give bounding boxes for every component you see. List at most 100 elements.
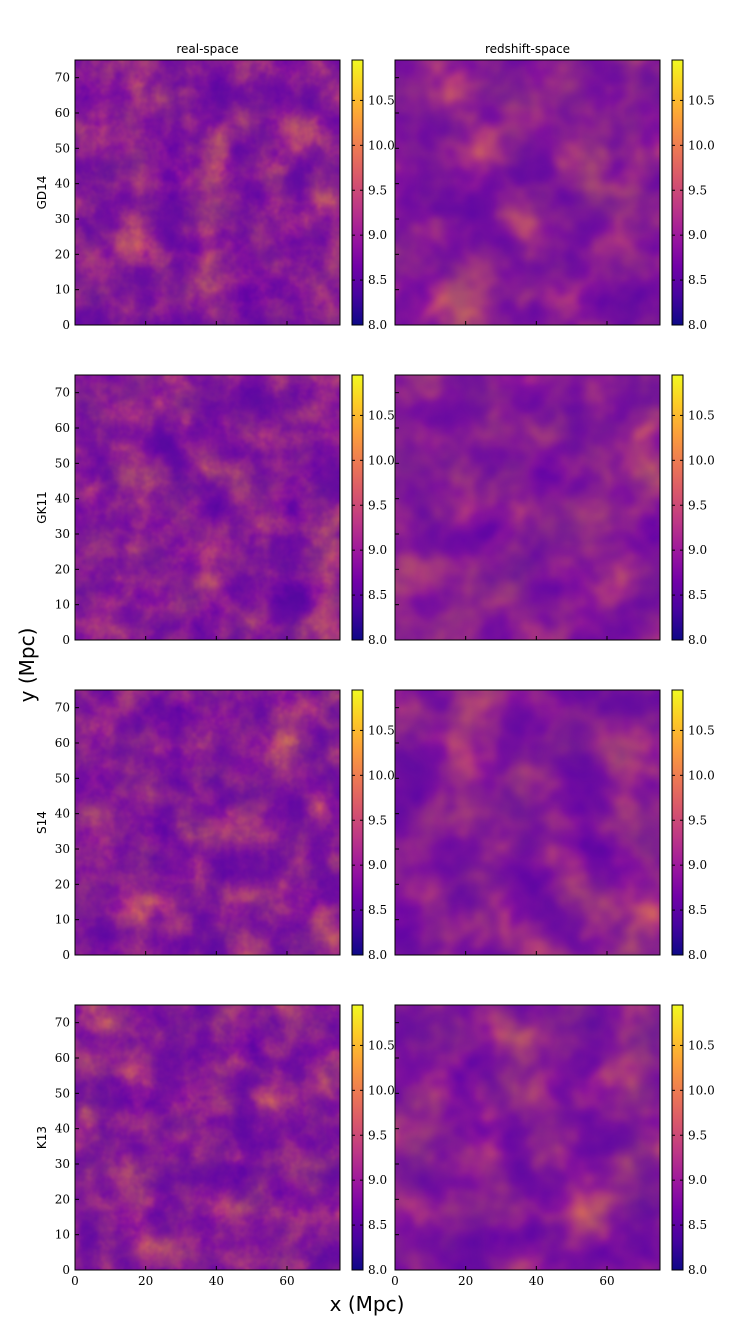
colorbar-tick-label: 8.5 bbox=[368, 588, 387, 602]
colorbar-bar bbox=[671, 374, 684, 641]
y-tick-label: 70 bbox=[55, 701, 70, 715]
colorbar-tick-label: 9.5 bbox=[688, 1128, 707, 1142]
colorbar-tick-label: 8.0 bbox=[688, 1263, 707, 1277]
colorbar-tick-label: 10.5 bbox=[368, 408, 395, 422]
colorbar-tick-label: 8.0 bbox=[688, 633, 707, 647]
y-tick-label: 70 bbox=[55, 1016, 70, 1030]
colorbar-tick-label: 8.5 bbox=[368, 273, 387, 287]
panel-k13-real-space: 0 20 40 60 0 10 20 30 40 50 60 70 K13 8.0 8.5 9.0 9.5 10.… bbox=[35, 1004, 395, 1288]
colorbar-bar bbox=[671, 1004, 684, 1271]
y-tick-label: 10 bbox=[55, 283, 70, 297]
heatmap-texture bbox=[395, 375, 660, 640]
y-tick-label: 20 bbox=[55, 562, 70, 576]
panel-s14-redshift-space: 8.0 8.5 9.0 9.5 10.0 10.5 bbox=[394, 689, 715, 962]
heatmap-texture bbox=[75, 375, 340, 640]
colorbar: 8.0 8.5 9.0 9.5 10.0 10.5 bbox=[351, 689, 395, 962]
x-tick-label: 20 bbox=[458, 1274, 473, 1288]
colorbar-bar bbox=[351, 59, 364, 326]
x-tick-label: 40 bbox=[529, 1274, 544, 1288]
colorbar-tick-label: 9.0 bbox=[368, 858, 387, 872]
y-tick-label: 60 bbox=[55, 736, 70, 750]
colorbar-tick-label: 9.5 bbox=[688, 183, 707, 197]
x-tick-label: 0 bbox=[71, 1274, 79, 1288]
y-tick-label: 20 bbox=[55, 1192, 70, 1206]
heatmap-texture bbox=[75, 60, 340, 325]
colorbar-tick-label: 10.5 bbox=[688, 723, 715, 737]
colorbar-tick-label: 8.5 bbox=[688, 903, 707, 917]
colorbar-tick-label: 9.0 bbox=[688, 228, 707, 242]
y-tick-label: 50 bbox=[55, 456, 70, 470]
y-tick-label: 20 bbox=[55, 247, 70, 261]
colorbar-bar bbox=[351, 1004, 364, 1271]
colorbar-tick-label: 9.0 bbox=[688, 543, 707, 557]
colorbar-tick-label: 10.0 bbox=[368, 1083, 395, 1097]
y-tick-label: 20 bbox=[55, 877, 70, 891]
colorbar: 8.0 8.5 9.0 9.5 10.0 10.5 bbox=[671, 1004, 715, 1277]
colorbar-bar bbox=[671, 59, 684, 326]
colorbar: 8.0 8.5 9.0 9.5 10.0 10.5 bbox=[671, 689, 715, 962]
colorbar: 8.0 8.5 9.0 9.5 10.0 10.5 bbox=[351, 59, 395, 332]
colorbar-tick-label: 9.0 bbox=[688, 858, 707, 872]
colorbar-tick-label: 10.5 bbox=[368, 1038, 395, 1052]
colorbar-tick-label: 9.0 bbox=[368, 228, 387, 242]
colorbar-tick-label: 9.5 bbox=[368, 183, 387, 197]
colorbar-tick-label: 8.0 bbox=[688, 318, 707, 332]
x-tick-label: 60 bbox=[279, 1274, 294, 1288]
colorbar-tick-label: 8.0 bbox=[688, 948, 707, 962]
colorbar-tick-label: 9.0 bbox=[688, 1173, 707, 1187]
colorbar-tick-label: 8.0 bbox=[368, 633, 387, 647]
y-tick-label: 0 bbox=[62, 948, 70, 962]
colorbar-tick-label: 10.5 bbox=[688, 408, 715, 422]
colorbar: 8.0 8.5 9.0 9.5 10.0 10.5 bbox=[671, 59, 715, 332]
heatmap-texture bbox=[395, 60, 660, 325]
colorbar-tick-label: 9.5 bbox=[688, 498, 707, 512]
y-tick-label: 40 bbox=[55, 492, 70, 506]
colorbar-tick-label: 8.0 bbox=[368, 1263, 387, 1277]
colorbar-tick-label: 10.5 bbox=[368, 723, 395, 737]
panel-frame bbox=[394, 689, 661, 956]
colorbar-bar bbox=[351, 689, 364, 956]
panel-frame bbox=[394, 374, 661, 641]
colorbar-tick-label: 8.5 bbox=[688, 273, 707, 287]
panel-frame bbox=[394, 1004, 661, 1271]
column-title: redshift-space bbox=[485, 42, 570, 56]
y-tick-label: 0 bbox=[62, 633, 70, 647]
heatmap-texture bbox=[75, 690, 340, 955]
colorbar-tick-label: 8.5 bbox=[368, 903, 387, 917]
colorbar-bar bbox=[671, 689, 684, 956]
colorbar-tick-label: 10.5 bbox=[688, 93, 715, 107]
panel-frame bbox=[394, 59, 661, 326]
colorbar-tick-label: 10.0 bbox=[688, 138, 715, 152]
panel-frame bbox=[74, 689, 341, 956]
y-tick-label: 60 bbox=[55, 1051, 70, 1065]
colorbar-tick-label: 10.0 bbox=[688, 453, 715, 467]
heatmap-texture bbox=[395, 690, 660, 955]
panel-frame bbox=[74, 1004, 341, 1271]
panel-gd14-redshift-space: redshift-space 8.0 8.5 9.0 9.5 10.0 10.5 bbox=[394, 42, 715, 332]
colorbar-bar bbox=[351, 374, 364, 641]
colorbar-tick-label: 10.5 bbox=[688, 1038, 715, 1052]
panel-s14-real-space: 0 10 20 30 40 50 60 70 S14 8.0 8.5 9.0 9.5 10.0 10.5 bbox=[35, 689, 395, 962]
colorbar-tick-label: 9.0 bbox=[368, 1173, 387, 1187]
colorbar-tick-label: 10.0 bbox=[368, 768, 395, 782]
heatmap-texture bbox=[395, 1005, 660, 1270]
colorbar-tick-label: 9.5 bbox=[368, 813, 387, 827]
colorbar-tick-label: 9.0 bbox=[368, 543, 387, 557]
x-tick-label: 20 bbox=[138, 1274, 153, 1288]
y-tick-label: 50 bbox=[55, 1086, 70, 1100]
panels: 0 10 20 30 40 50 60 70 real-space GD14 8.0 8.5 9.0 9.… bbox=[35, 42, 715, 1288]
y-tick-label: 70 bbox=[55, 71, 70, 85]
y-tick-label: 60 bbox=[55, 106, 70, 120]
y-tick-label: 30 bbox=[55, 1157, 70, 1171]
y-tick-label: 30 bbox=[55, 842, 70, 856]
colorbar-tick-label: 10.5 bbox=[368, 93, 395, 107]
y-tick-label: 30 bbox=[55, 527, 70, 541]
y-axis-label: y (Mpc) bbox=[15, 628, 39, 703]
row-label: K13 bbox=[35, 1126, 49, 1149]
y-tick-label: 10 bbox=[55, 1228, 70, 1242]
panel-k13-redshift-space: 0 20 40 60 8.0 8.5 9.0 9.5 10.0 10.5 bbox=[391, 1004, 715, 1288]
row-label: GD14 bbox=[35, 176, 49, 210]
colorbar-tick-label: 9.5 bbox=[368, 498, 387, 512]
heatmap-texture bbox=[75, 1005, 340, 1270]
x-tick-label: 0 bbox=[391, 1274, 399, 1288]
